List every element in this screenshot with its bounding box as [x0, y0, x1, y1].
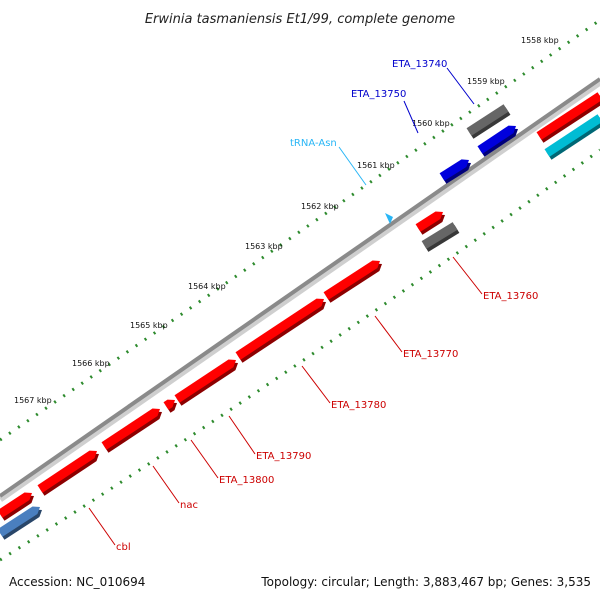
leader-line — [374, 315, 403, 353]
leader-line — [190, 439, 219, 479]
leader-line — [446, 67, 475, 105]
gene-eta-13800[interactable] — [163, 399, 175, 410]
leader-line — [88, 507, 116, 546]
leader-line — [403, 100, 419, 134]
accession-text: Accession: NC_010694 — [9, 575, 145, 589]
gene-right-red[interactable] — [536, 92, 600, 140]
map-layer: 1558 kbp 1559 kbp 1560 kbp 1561 kbp 1562… — [0, 18, 600, 562]
genome-backbone — [0, 77, 600, 498]
gene-features — [0, 92, 600, 540]
gene-cbl-left[interactable] — [0, 492, 32, 518]
tick-label: 1566 kbp — [72, 359, 110, 368]
gene-right-cyan[interactable] — [544, 114, 600, 157]
leader-line — [228, 415, 256, 455]
gene-label-cbl[interactable]: cbl — [116, 542, 131, 553]
gene-cbl[interactable] — [0, 506, 40, 537]
tick-label: 1564 kbp — [188, 282, 226, 291]
gene-label-eta-13800[interactable]: ETA_13800 — [219, 475, 274, 486]
gene-label-eta-13750[interactable]: ETA_13750 — [351, 89, 406, 100]
gene-label-eta-13790[interactable]: ETA_13790 — [256, 451, 311, 462]
gene-cbl-upper[interactable] — [37, 450, 97, 493]
gene-nac[interactable] — [101, 408, 160, 450]
tick-label: 1565 kbp — [130, 321, 168, 330]
tick-label: 1562 kbp — [301, 202, 339, 211]
leader-line — [452, 256, 483, 295]
leader-line — [338, 146, 367, 186]
gene-label-eta-13740[interactable]: ETA_13740 — [392, 59, 447, 70]
gene-label-eta-13760[interactable]: ETA_13760 — [483, 291, 538, 302]
outer-scale-track — [0, 18, 600, 442]
tick-label: 1560 kbp — [412, 119, 450, 128]
map-title: Erwinia tasmaniensis Et1/99, complete ge… — [145, 12, 455, 27]
leader-line — [152, 465, 180, 504]
gene-trna-asn[interactable] — [385, 213, 393, 224]
gene-eta-13790[interactable] — [174, 359, 236, 403]
gene-label-eta-13780[interactable]: ETA_13780 — [331, 400, 386, 411]
tick-label: 1559 kbp — [467, 77, 505, 86]
gene-eta-13740[interactable] — [466, 104, 509, 136]
gene-label-trna-asn[interactable]: tRNA-Asn — [290, 138, 337, 149]
leader-line — [301, 365, 331, 404]
gene-eta-13760[interactable] — [421, 222, 458, 249]
gene-eta-13760-red[interactable] — [415, 211, 443, 232]
gene-label-nac[interactable]: nac — [180, 500, 198, 511]
genome-summary-text: Topology: circular; Length: 3,883,467 bp… — [260, 575, 591, 589]
gene-label-eta-13770[interactable]: ETA_13770 — [403, 349, 458, 360]
gene-blue-1[interactable] — [477, 125, 516, 154]
tick-label: 1567 kbp — [14, 396, 52, 405]
tick-label: 1558 kbp — [521, 36, 559, 45]
tick-label: 1563 kbp — [245, 242, 283, 251]
gene-eta-13780[interactable] — [235, 298, 324, 360]
tick-label: 1561 kbp — [357, 161, 395, 170]
gene-eta-13750[interactable] — [439, 159, 469, 181]
inner-scale-track — [0, 148, 600, 562]
gene-eta-13770[interactable] — [323, 260, 380, 300]
